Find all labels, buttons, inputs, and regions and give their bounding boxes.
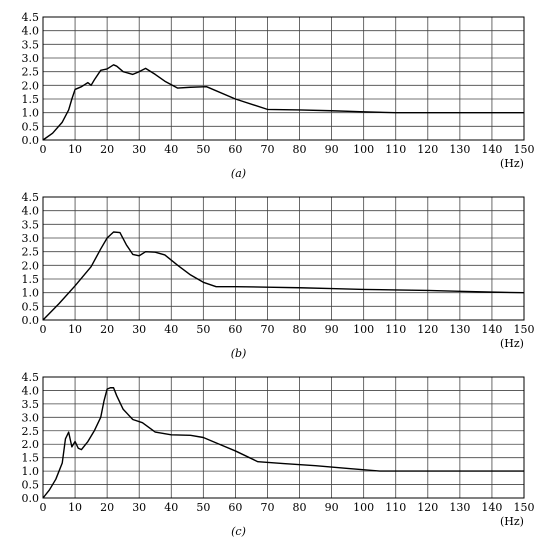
series-line [42,387,524,499]
x-tick-label: 60 [228,323,242,336]
y-tick-label: 3.5 [22,218,40,231]
x-tick-label: 130 [449,323,470,336]
x-tick-label: 50 [196,143,210,156]
panel-label: (c) [231,525,246,537]
x-tick-label: 110 [385,501,406,514]
x-tick-label: 20 [100,501,114,514]
x-tick-label: 120 [417,323,438,336]
y-tick-label: 4.0 [22,205,40,218]
x-tick-label: 140 [481,143,502,156]
y-tick-label: 3.5 [22,38,40,51]
y-tick-label: 2.5 [22,425,40,438]
x-tick-label: 10 [68,501,82,514]
x-tick-label: 80 [293,143,307,156]
x-tick-label: 150 [514,501,535,514]
x-tick-label: 60 [228,143,242,156]
series-line [42,64,524,141]
panel-label: (b) [231,347,247,360]
x-tick-label: 100 [353,323,374,336]
y-tick-label: 3.0 [22,232,40,245]
x-tick-label: 110 [385,143,406,156]
series-line [42,231,525,321]
chart-panel-b: 0.00.51.01.52.02.53.03.54.04.5 0 10 20 30 40 5… [22,191,535,360]
y-tick-label: 4.0 [22,25,40,38]
y-tick-label: 4.0 [22,384,40,397]
x-unit-label: (Hz) [500,337,524,350]
x-tick-label: 50 [196,501,210,514]
x-tick-label: 40 [164,143,178,156]
x-tick-label: 150 [514,323,535,336]
x-tick-label: 90 [325,143,339,156]
y-tick-label: 0.0 [22,314,40,327]
y-tick-label: 0.0 [22,134,40,147]
y-tick-label: 2.0 [22,79,40,92]
x-tick-label: 130 [449,143,470,156]
y-tick-label: 4.5 [22,11,40,24]
x-tick-label: 120 [417,501,438,514]
x-tick-label: 40 [164,501,178,514]
chart-panel-c: 0.00.51.01.52.02.53.03.54.04.5 0 10 20 30 40 5… [22,371,535,537]
x-tick-label: 140 [481,501,502,514]
y-tick-label: 1.5 [22,452,40,465]
plot-frame [42,196,525,321]
x-tick-label: 10 [68,143,82,156]
x-tick-label: 70 [260,501,274,514]
x-tick-label: 40 [164,323,178,336]
x-tick-label: 100 [353,501,374,514]
y-tick-label: 1.0 [22,465,40,478]
x-tick-label: 140 [481,323,502,336]
x-tick-label: 30 [132,143,146,156]
x-tick-label: 120 [417,143,438,156]
y-tick-label: 1.0 [22,287,40,300]
y-tick-label: 2.0 [22,259,40,272]
x-tick-label: 90 [325,323,339,336]
x-tick-label: 90 [325,501,339,514]
x-tick-label: 30 [132,501,146,514]
y-tick-label: 0.5 [22,120,40,133]
y-tick-label: 1.5 [22,273,40,286]
x-tick-label: 150 [514,143,535,156]
y-tick-label: 3.0 [22,411,40,424]
chart-panel-a: 0.00.51.01.52.02.53.03.54.04.5 0 10 20 30 40 5… [22,11,535,180]
x-tick-label: 30 [132,323,146,336]
y-tick-label: 0.5 [22,300,40,313]
plot-frame [42,16,525,141]
y-tick-label: 4.5 [22,191,40,204]
x-tick-label: 0 [40,323,47,336]
x-tick-label: 50 [196,323,210,336]
y-tick-label: 1.5 [22,93,40,106]
plot-frame [42,376,525,499]
x-tick-label: 20 [100,323,114,336]
x-unit-label: (Hz) [500,515,524,528]
x-tick-label: 60 [228,501,242,514]
x-tick-label: 130 [449,501,470,514]
y-tick-label: 2.5 [22,246,40,259]
y-tick-label: 0.5 [22,479,40,492]
x-tick-label: 110 [385,323,406,336]
x-tick-label: 70 [260,143,274,156]
x-unit-label: (Hz) [500,157,524,170]
y-tick-label: 4.5 [22,371,40,384]
x-tick-label: 80 [293,501,307,514]
x-tick-label: 10 [68,323,82,336]
x-tick-label: 0 [40,143,47,156]
x-tick-label: 20 [100,143,114,156]
y-tick-label: 2.5 [22,66,40,79]
y-tick-label: 1.0 [22,107,40,120]
x-tick-label: 100 [353,143,374,156]
x-tick-label: 80 [293,323,307,336]
y-tick-label: 3.0 [22,52,40,65]
y-tick-label: 0.0 [22,492,40,505]
panel-label: (a) [231,167,246,180]
x-tick-label: 0 [40,501,47,514]
y-tick-label: 3.5 [22,398,40,411]
x-tick-label: 70 [260,323,274,336]
y-tick-label: 2.0 [22,438,40,451]
